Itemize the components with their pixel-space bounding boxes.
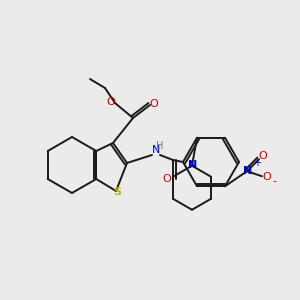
Text: O: O: [262, 172, 272, 182]
Text: O: O: [163, 174, 171, 184]
Text: O: O: [150, 99, 158, 109]
Text: S: S: [113, 187, 121, 197]
Text: O: O: [259, 151, 267, 161]
Text: N: N: [152, 145, 160, 155]
Text: -: -: [272, 176, 276, 186]
Text: N: N: [188, 160, 198, 170]
Text: N: N: [243, 166, 253, 176]
Text: +: +: [253, 158, 261, 168]
Text: O: O: [106, 97, 116, 107]
Text: H: H: [156, 141, 164, 151]
